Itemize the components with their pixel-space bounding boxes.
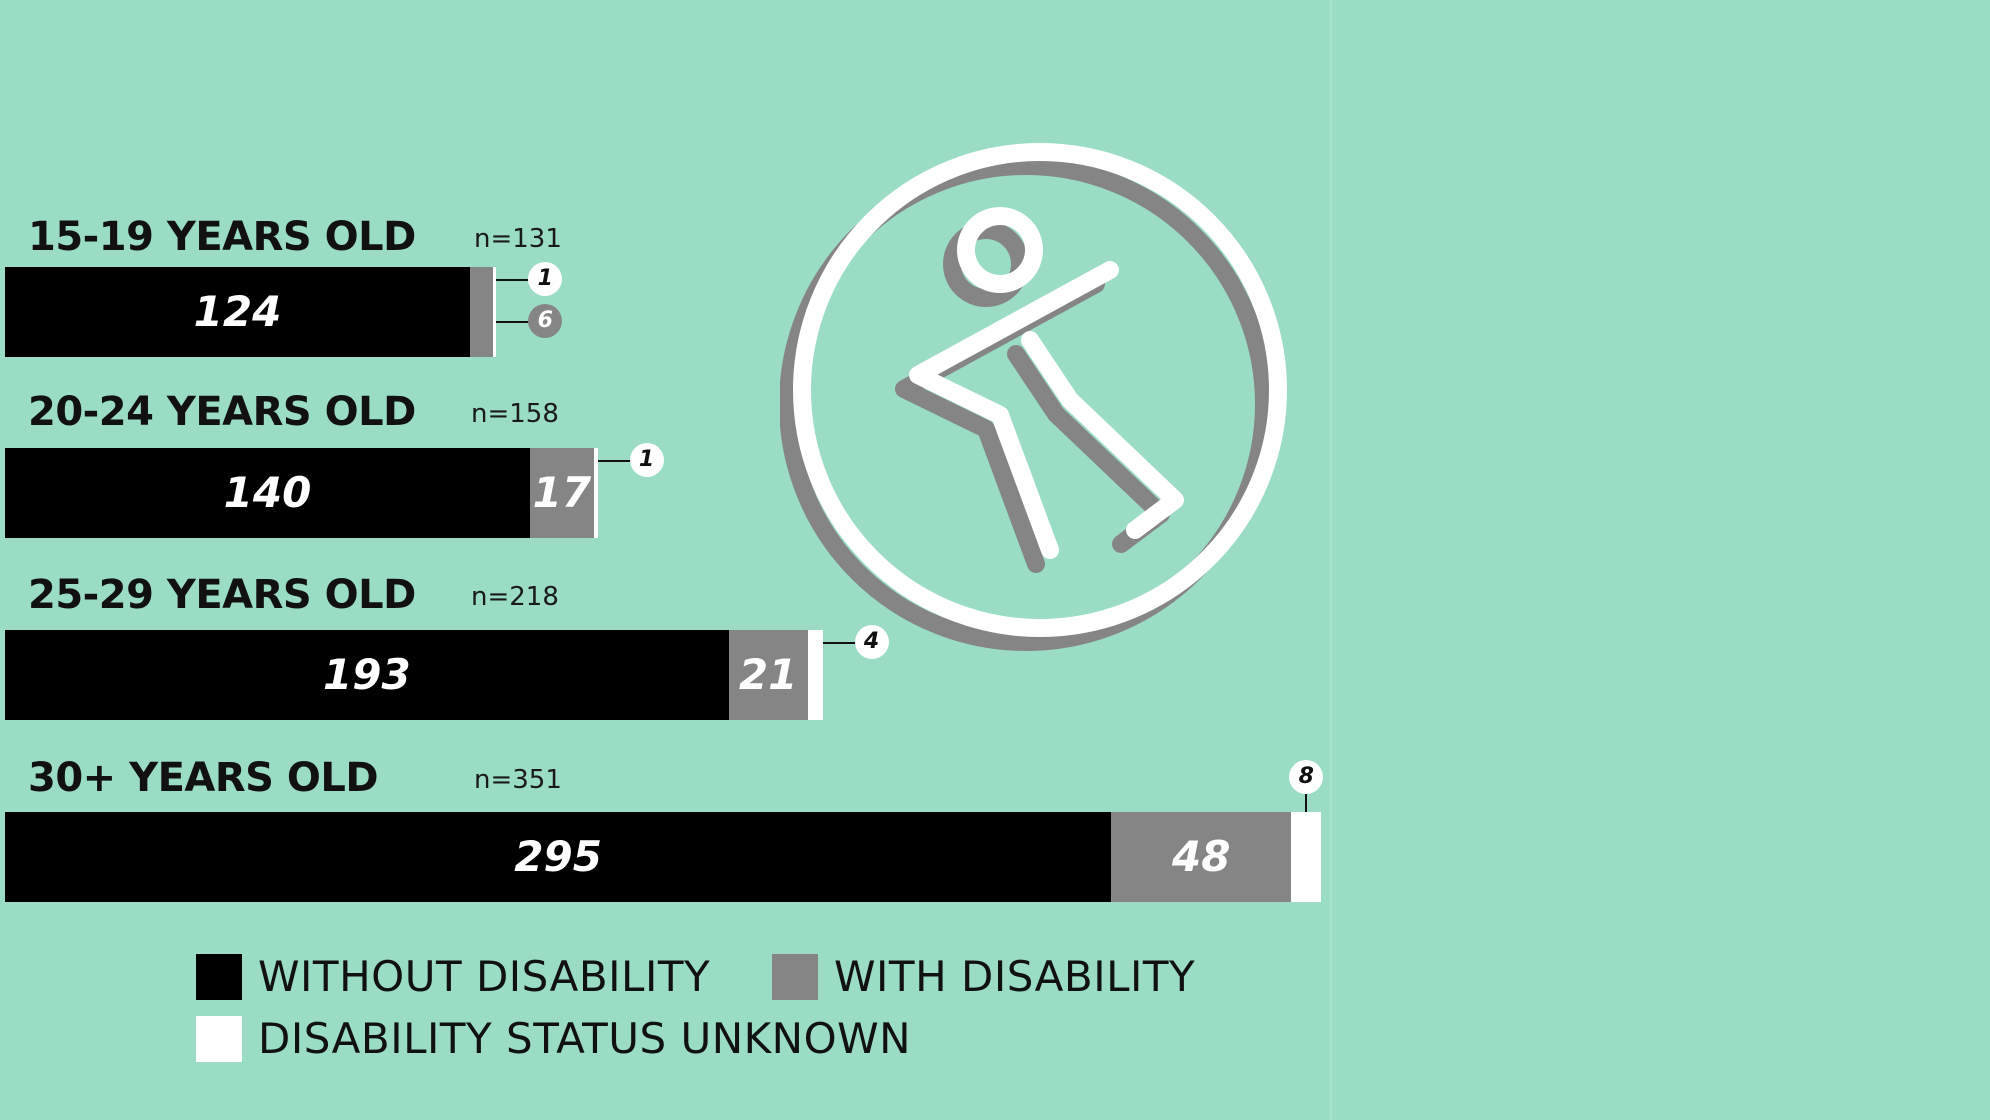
bar-value-label: 140 [223, 468, 312, 517]
legend-swatch [196, 953, 242, 1000]
legend-item-without-disability: WITHOUT DISABILITY [196, 952, 710, 1001]
bar-value-label: 17 [532, 468, 592, 517]
bar-segment-without-disability [5, 267, 470, 357]
bar-value-label: 124 [193, 287, 282, 336]
age-group-title: 30+ YEARS OLD [28, 755, 379, 801]
callout-value-badge: 6 [528, 304, 563, 338]
legend-item-unknown-status: DISABILITY STATUS UNKNOWN [196, 1014, 911, 1063]
bar-segment-with-disability [470, 267, 493, 357]
bar-value-label: 295 [514, 832, 602, 881]
age-group-title: 25-29 YEARS OLD [28, 572, 416, 618]
bar-segment-unknown-status [1291, 812, 1322, 902]
callout-line [496, 321, 531, 323]
bar-value-label: 193 [323, 650, 411, 699]
legend-swatch [772, 953, 818, 1000]
callout-line [496, 279, 531, 281]
bar-segment-without-disability [5, 630, 729, 720]
group-total-n: n=158 [471, 399, 559, 429]
bar-segment-with-disability [1111, 812, 1292, 902]
callout-value-badge: 1 [528, 262, 563, 296]
callout-value-badge: 8 [1289, 760, 1324, 794]
legend-label: WITHOUT DISABILITY [258, 952, 711, 1001]
bar-segment-without-disability [5, 448, 530, 538]
bar-segment-without-disability [5, 812, 1112, 902]
callout-value-badge: 4 [854, 625, 889, 659]
group-total-n: n=351 [474, 765, 562, 795]
accessibility-person-icon [779, 130, 1300, 660]
legend-swatch [196, 1015, 242, 1062]
callout-value-badge: 1 [629, 443, 664, 477]
callout-line [597, 460, 632, 462]
bar-segment-with-disability [728, 630, 808, 720]
callout-line [1305, 794, 1308, 812]
bar-segment-unknown-status [492, 267, 497, 357]
bar-value-label: 48 [1172, 832, 1231, 881]
legend-label: WITH DISABILITY [834, 952, 1196, 1001]
bar-segment-unknown-status [593, 448, 598, 538]
legend-label: DISABILITY STATUS UNKNOWN [258, 1014, 912, 1063]
bar-segment-unknown-status [807, 630, 823, 720]
legend-item-with-disability: WITH DISABILITY [772, 952, 1195, 1001]
age-group-title: 20-24 YEARS OLD [28, 389, 416, 435]
panel-divider [1330, 0, 1332, 1120]
bar-segment-with-disability [530, 448, 594, 538]
group-total-n: n=218 [471, 582, 559, 612]
callout-line [822, 642, 857, 644]
bar-value-label: 21 [738, 650, 798, 699]
group-total-n: n=131 [474, 224, 562, 254]
age-group-title: 15-19 YEARS OLD [28, 214, 416, 260]
